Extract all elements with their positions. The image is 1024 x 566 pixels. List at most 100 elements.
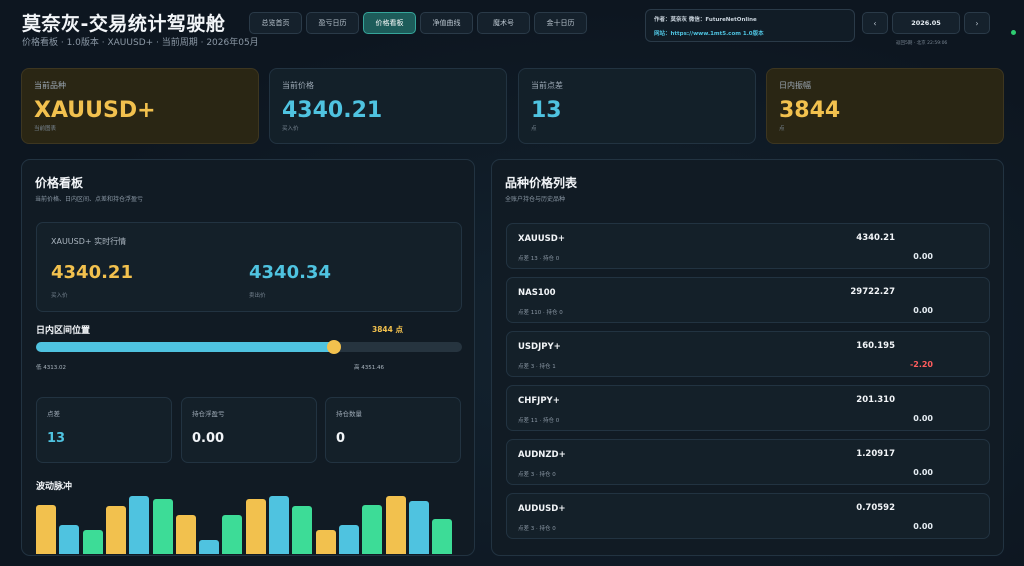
panel-subtitle: 当前价格、日内区间、点差和持仓浮盈亏 [35,196,144,203]
pulse-bar [175,515,196,554]
kpi-spread: 当前点差 13 点 [518,68,756,144]
price-board-panel: 价格看板 当前价格、日内区间、点差和持仓浮盈亏 XAUUSD+ 实时行情 434… [21,159,475,556]
connection-status-dot [1011,30,1016,35]
header: 莫奈灰-交易统计驾驶舱 价格看板 · 1.0版本 · XAUUSD+ · 当前周… [0,0,1024,54]
stat-floating-pnl: 持仓浮盈亏 0.00 [181,397,317,463]
pulse-bar [292,506,313,554]
symbol-name: AUDUSD+ [518,504,566,514]
symbol-meta: 点差 11 · 持仓 0 [518,418,560,424]
kpi-label: 当前价格 [282,81,314,90]
kpi-amplitude: 日内振幅 3844 点 [766,68,1004,144]
app-subtitle: 价格看板 · 1.0版本 · XAUUSD+ · 当前周期 · 2026年05月 [22,38,259,48]
symbol-price: 0.70592 [856,503,895,513]
ask-price: 4340.34 [249,262,331,283]
author-info-box: 作者：莫奈灰 微信：FutureNetOnline 网站：https://www… [645,9,855,42]
symbol-pnl: 0.00 [913,306,933,315]
symbol-pnl: 0.00 [913,522,933,531]
update-time: 返回5期 · 北京 22:59:06 [896,41,948,46]
symbol-price: 4340.21 [856,233,895,243]
tab-jin10-calendar[interactable]: 金十日历 [534,12,587,34]
symbol-meta: 点差 3 · 持仓 1 [518,364,556,370]
stat-value: 0 [336,431,346,446]
kpi-value: XAUUSD+ [34,98,156,123]
pulse-bar [36,505,56,554]
tab-price-board[interactable]: 价格看板 [363,12,416,34]
symbol-row[interactable]: XAUUSD+ 点差 13 · 持仓 0 4340.21 0.00 [506,223,990,269]
pulse-bar [59,525,80,554]
prev-month-button[interactable]: ‹ [862,12,888,34]
pulse-bar [315,530,336,554]
range-track [36,340,462,354]
tab-equity-curve[interactable]: 净值曲线 [420,12,473,34]
symbol-name: NAS100 [518,288,556,298]
symbol-name: AUDNZD+ [518,450,566,460]
symbol-row[interactable]: AUDUSD+ 点差 3 · 持仓 0 0.70592 0.00 [506,493,990,539]
kpi-value: 4340.21 [282,98,383,123]
stat-value: 13 [47,431,66,446]
pulse-bar [362,505,383,554]
ask-label: 卖出价 [249,293,266,299]
symbol-pnl: 0.00 [913,414,933,423]
symbol-meta: 点差 13 · 持仓 0 [518,256,560,262]
symbol-list-panel: 品种价格列表 全账户持仓与历史品种 XAUUSD+ 点差 13 · 持仓 0 4… [491,159,1004,556]
range-title: 日内区间位置 [36,326,91,336]
author-line: 作者：莫奈灰 微信：FutureNetOnline [654,17,757,23]
range-knob [327,340,342,354]
symbol-name: XAUUSD+ [518,234,565,244]
panel-subtitle: 全账户持仓与历史品种 [505,196,566,203]
tab-overview[interactable]: 总览首页 [249,12,302,34]
pulse-bar [199,540,220,554]
pulse-bar [245,499,266,554]
kpi-value: 3844 [779,98,841,123]
symbol-pnl: -2.20 [909,360,933,369]
symbol-price: 29722.27 [850,287,895,297]
pulse-bar [105,506,126,554]
symbol-name: USDJPY+ [518,342,561,352]
panel-title: 品种价格列表 [505,176,578,190]
symbol-row[interactable]: NAS100 点差 110 · 持仓 0 29722.27 0.00 [506,277,990,323]
symbol-meta: 点差 3 · 持仓 0 [518,472,556,478]
tab-pnl-calendar[interactable]: 盈亏日历 [306,12,359,34]
stat-value: 0.00 [192,431,225,446]
panel-title: 价格看板 [35,176,84,190]
kpi-note: 点 [531,126,537,132]
kpi-label: 当前点差 [531,81,563,90]
symbol-pnl: 0.00 [913,468,933,477]
next-month-button[interactable]: › [964,12,990,34]
kpi-symbol: 当前品种 XAUUSD+ 当前图表 [21,68,259,144]
kpi-price: 当前价格 4340.21 买入价 [269,68,507,144]
symbol-price: 1.20917 [856,449,895,459]
volatility-pulse-chart [36,492,456,554]
stat-spread: 点差 13 [36,397,172,463]
current-month[interactable]: 2026.05 [892,12,960,34]
nav-tabs: 总览首页 盈亏日历 价格看板 净值曲线 魔术号 金十日历 [249,12,587,34]
stat-position-count: 持仓数量 0 [325,397,461,463]
pulse-bar [385,496,406,554]
website-line[interactable]: 网站：https://www.1mt5.com 1.0版本 [654,31,764,37]
kpi-note: 买入价 [282,126,299,132]
pulse-bar [129,496,150,554]
kpi-label: 当前品种 [34,81,66,90]
symbol-meta: 点差 110 · 持仓 0 [518,310,563,316]
symbol-row[interactable]: AUDNZD+ 点差 3 · 持仓 0 1.20917 0.00 [506,439,990,485]
pulse-bar [408,501,429,554]
pulse-bar [152,499,173,554]
symbol-name: CHFJPY+ [518,396,560,406]
date-selector: ‹ 2026.05 › [862,12,990,34]
kpi-value: 13 [531,98,562,123]
tab-magic-number[interactable]: 魔术号 [477,12,530,34]
range-fill [36,342,335,352]
pulse-bar [222,515,243,554]
symbol-price: 160.195 [856,341,895,351]
quote-card: XAUUSD+ 实时行情 4340.21 买入价 4340.34 卖出价 [36,222,462,312]
kpi-note: 点 [779,126,785,132]
quote-title: XAUUSD+ 实时行情 [51,237,127,246]
range-low: 低 4313.02 [36,365,66,371]
symbol-row[interactable]: USDJPY+ 点差 3 · 持仓 1 160.195 -2.20 [506,331,990,377]
bid-price: 4340.21 [51,262,133,283]
pulse-title: 波动脉冲 [36,482,73,492]
app-title: 莫奈灰-交易统计驾驶舱 [22,13,226,35]
range-high: 高 4351.46 [354,365,384,371]
symbol-row[interactable]: CHFJPY+ 点差 11 · 持仓 0 201.310 0.00 [506,385,990,431]
pulse-bar [269,496,289,554]
